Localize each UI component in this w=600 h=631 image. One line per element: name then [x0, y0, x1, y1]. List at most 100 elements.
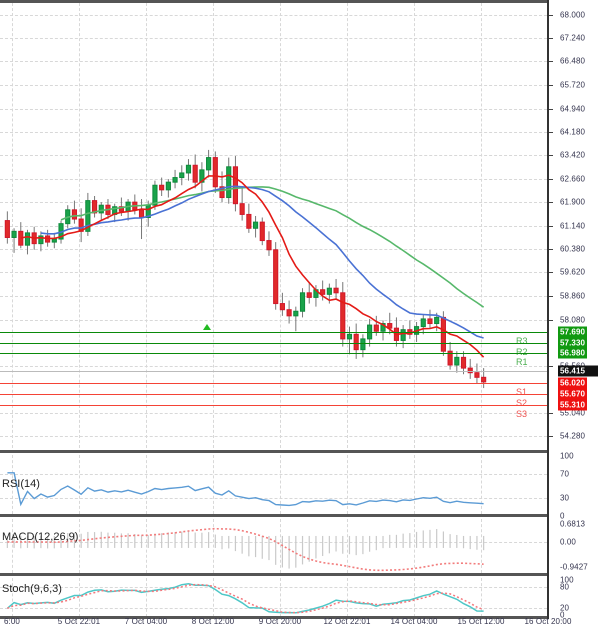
grid-line-vertical — [481, 455, 482, 514]
panel-separator-stoch — [0, 616, 547, 619]
time-axis-label: 8 Oct 12:00 — [191, 617, 235, 626]
grid-line-horizontal — [0, 608, 547, 609]
ma-blue — [40, 185, 484, 339]
grid-line-horizontal — [0, 225, 547, 227]
axis-tick — [549, 84, 553, 86]
price-axis-label: 66.480 — [560, 56, 586, 66]
grid-line-horizontal — [0, 473, 547, 475]
grid-line-vertical — [146, 578, 147, 617]
grid-line-horizontal — [0, 366, 547, 368]
price-axis-line — [547, 0, 549, 619]
price-axis-label: 55.040 — [560, 408, 586, 418]
axis-tick — [549, 272, 553, 274]
grid-line-vertical — [79, 578, 80, 617]
grid-line-vertical — [280, 455, 281, 514]
axis-tick — [549, 366, 553, 368]
grid-line-vertical — [79, 455, 80, 514]
grid-line-vertical — [347, 455, 348, 514]
time-axis-label: 6:00 — [4, 617, 20, 626]
panel-separator-macd — [0, 573, 547, 576]
grid-line-vertical — [481, 578, 482, 617]
axis-tick — [549, 248, 553, 250]
axis-tick — [549, 319, 553, 321]
rsi-indicator-panel[interactable] — [0, 455, 547, 514]
grid-line-vertical — [146, 519, 147, 573]
grid-line-horizontal — [0, 132, 547, 134]
axis-tick — [549, 295, 553, 297]
macd-scale-label: -0.9427 — [560, 562, 588, 572]
axis-tick — [549, 412, 553, 414]
time-axis: 6:00 5 Oct 22:01 7 Oct 04:00 8 Oct 12:00 9 O… — [0, 617, 600, 631]
rsi-label: RSI(14) — [2, 478, 40, 490]
axis-tick — [549, 14, 553, 16]
price-axis-label: 64.940 — [560, 104, 586, 114]
price-axis-label: 56.560 — [560, 361, 586, 371]
ma-green — [60, 186, 485, 308]
time-axis-label: 7 Oct 04:00 — [124, 617, 168, 626]
grid-line-vertical — [414, 578, 415, 617]
axis-tick — [549, 108, 553, 110]
grid-line-horizontal — [0, 587, 547, 588]
macd-scale-label: 0.00 — [560, 537, 576, 547]
macd-signal-line — [7, 527, 484, 572]
rsi-line — [7, 472, 484, 507]
grid-line-vertical — [12, 578, 13, 617]
price-chart-panel[interactable] — [0, 3, 547, 448]
stoch-scale-label: 20 — [560, 603, 570, 613]
stoch-scale-label: 80 — [560, 582, 570, 592]
time-axis-label: 5 Oct 22:01 — [57, 617, 101, 626]
time-axis-label: 15 Oct 12:00 — [457, 617, 505, 626]
grid-line-horizontal — [0, 319, 547, 321]
price-axis-label: 67.240 — [560, 33, 586, 43]
axis-tick — [549, 61, 553, 63]
grid-line-vertical — [481, 519, 482, 573]
rsi-scale-label: 30 — [560, 493, 570, 503]
grid-line-vertical — [414, 519, 415, 573]
grid-line-vertical — [12, 455, 13, 514]
grid-line-vertical — [213, 455, 214, 514]
panel-separator-price — [0, 450, 547, 453]
price-axis-label: 62.660 — [560, 174, 586, 184]
stoch-scale-label: 100 — [560, 575, 574, 585]
stoch-label: Stoch(9,6,3) — [2, 583, 62, 595]
panel-separator-top — [0, 0, 547, 3]
macd-histogram — [6, 529, 485, 569]
grid-line-horizontal — [0, 541, 547, 543]
price-badge-r1: 56.980 — [558, 347, 588, 359]
stoch-k-line — [6, 583, 484, 614]
time-axis-label: 12 Oct 22:01 — [323, 617, 371, 626]
grid-line-vertical — [213, 519, 214, 573]
grid-line-horizontal — [0, 497, 547, 499]
price-badge-s3: 55.310 — [558, 399, 588, 411]
grid-line-vertical — [146, 455, 147, 514]
macd-indicator-panel[interactable] — [0, 519, 547, 573]
grid-line-horizontal — [0, 202, 547, 204]
price-badge-r3: 57.690 — [558, 326, 588, 338]
rsi-scale-label: 0 — [560, 511, 565, 521]
grid-line-horizontal — [0, 14, 547, 16]
price-axis-label: 61.900 — [560, 197, 586, 207]
grid-line-horizontal — [0, 61, 547, 63]
grid-line-horizontal — [0, 38, 547, 40]
price-axis-label: 68.000 — [560, 10, 586, 20]
axis-tick — [549, 436, 553, 438]
price-axis-label: 65.720 — [560, 80, 586, 90]
price-axis-label: 58.860 — [560, 291, 586, 301]
price-axis-label: 63.420 — [560, 150, 586, 160]
price-axis-label: 61.140 — [560, 221, 586, 230]
grid-line-horizontal — [0, 84, 547, 86]
macd-scale-label: 0.6813 — [560, 519, 586, 529]
grid-line-vertical — [347, 578, 348, 617]
time-axis-label: 9 Oct 20:00 — [258, 617, 302, 626]
grid-line-vertical — [213, 578, 214, 617]
stoch-indicator-panel[interactable] — [0, 578, 547, 617]
price-axis-label: 64.180 — [560, 127, 586, 137]
grid-line-horizontal — [0, 178, 547, 180]
price-badge-s1: 56.020 — [558, 377, 588, 389]
rsi-scale-label: 70 — [560, 469, 570, 479]
price-axis-label: 54.280 — [560, 431, 586, 441]
grid-line-vertical — [347, 519, 348, 573]
axis-tick — [549, 132, 553, 134]
price-badge-s2: 55.670 — [558, 388, 588, 400]
